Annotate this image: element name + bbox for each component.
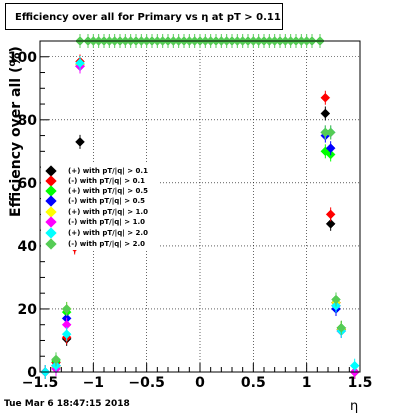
x-axis-label: η: [350, 399, 359, 414]
x-tick-label: 0: [195, 375, 205, 391]
legend-marker: [45, 227, 57, 239]
data-point: [75, 137, 85, 147]
data-point: [61, 329, 72, 340]
legend-marker: [45, 238, 57, 250]
legend-label: (+) with pT/|q| > 1.0: [68, 208, 148, 216]
data-point: [320, 108, 331, 119]
legend-item: (+) with pT/|q| > 0.5: [41, 185, 160, 197]
data-point: [51, 354, 61, 365]
legend-item: (-) with pT/|q| > 0.5: [41, 195, 160, 207]
data-point: [75, 58, 85, 68]
y-tick-label: 80: [18, 113, 38, 129]
legend-item: (-) with pT/|q| > 1.0: [41, 216, 160, 228]
legend-label: (-) with pT/|q| > 1.0: [68, 218, 145, 226]
y-axis-label: Efficiency over all (%): [8, 46, 24, 217]
data-point: [325, 143, 336, 154]
x-tick-label: 1: [302, 375, 312, 391]
axis-ticks: [39, 40, 361, 373]
y-tick-label: 100: [8, 50, 37, 66]
timestamp: Tue Mar 6 18:47:15 2018: [4, 399, 130, 409]
tick-labels: −1.5 −1 −0.5 0 0.5 1 1.5 0 20 40 60 80 100: [8, 50, 373, 391]
y-tick-label: 20: [18, 302, 38, 318]
legend-item: (-) with pT/|q| > 0.1: [41, 175, 160, 187]
data-point: [61, 304, 72, 314]
legend-label: (-) with pT/|q| > 0.5: [68, 197, 145, 205]
legend-label: (+) with pT/|q| > 0.1: [68, 167, 148, 175]
legend-label: (-) with pT/|q| > 2.0: [68, 240, 145, 248]
legend-label: (-) with pT/|q| > 0.1: [68, 177, 145, 185]
data-point: [325, 218, 336, 229]
legend-item: (-) with pT/|q| > 2.0: [41, 238, 160, 250]
chart-title: Efficiency over all for Primary vs η at …: [15, 12, 281, 23]
data-point: [325, 209, 336, 220]
legend-item: (+) with pT/|q| > 0.1: [41, 165, 160, 177]
data-point: [336, 323, 347, 333]
legend-marker: [45, 195, 57, 207]
x-tick-label: 0.5: [241, 375, 266, 391]
data-point: [320, 92, 331, 103]
x-tick-label: −1.5: [22, 375, 59, 391]
legend-item: (+) with pT/|q| > 1.0: [41, 206, 160, 218]
legend-label: (+) with pT/|q| > 2.0: [68, 229, 148, 237]
y-tick-label: 0: [27, 365, 37, 381]
legend-label: (+) with pT/|q| > 0.5: [68, 187, 148, 195]
data-point: [325, 127, 336, 138]
legend-marker: [45, 216, 57, 228]
legend: (+) with pT/|q| > 0.1 (-) with pT/|q| > …: [41, 164, 160, 250]
title-box: Efficiency over all for Primary vs η at …: [5, 3, 283, 30]
data-point: [331, 294, 341, 305]
y-tick-label: 60: [18, 176, 38, 192]
data-point: [349, 360, 360, 371]
legend-item: (+) with pT/|q| > 2.0: [41, 227, 160, 239]
x-tick-label: 1.5: [348, 375, 373, 391]
x-tick-label: −1: [83, 375, 104, 391]
x-tick-label: −0.5: [128, 375, 165, 391]
y-tick-label: 40: [18, 239, 38, 255]
